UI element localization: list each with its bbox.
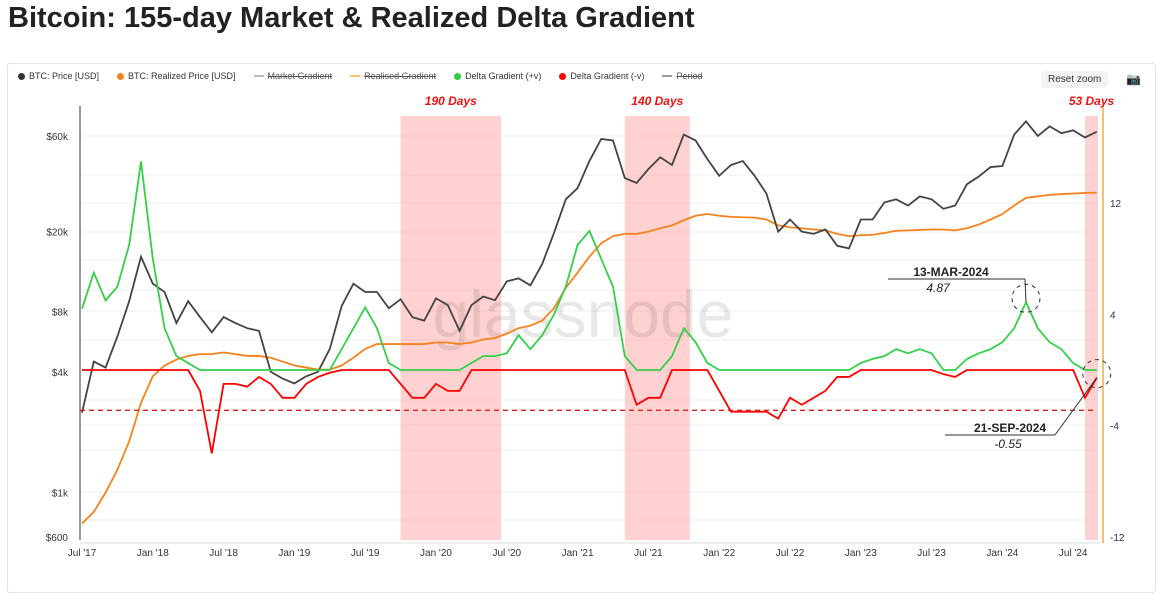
x-tick-label: Jul '19 [351, 548, 380, 559]
y-right-tick-label: 4 [1110, 310, 1116, 321]
x-tick-label: Jan '23 [845, 548, 877, 559]
annotation-value: 4.87 [926, 281, 951, 295]
legend-item[interactable]: BTC: Price [USD] [18, 71, 99, 81]
x-tick-label: Jan '24 [986, 548, 1018, 559]
annotation-leader [1054, 377, 1098, 436]
delta-gradient-positive-line [81, 161, 1097, 371]
x-tick-label: Jul '23 [917, 548, 946, 559]
x-tick-label: Jul '20 [493, 548, 522, 559]
legend: BTC: Price [USD] BTC: Realized Price [USD… [18, 71, 702, 81]
x-tick-label: Jan '18 [137, 548, 169, 559]
period-label: 140 Days [631, 94, 683, 108]
x-tick-label: Jul '22 [776, 548, 805, 559]
period-shade [624, 116, 690, 540]
legend-marker-icon [350, 75, 361, 77]
btc-price-line [81, 119, 1098, 413]
delta-gradient-negative-line [82, 369, 1098, 454]
x-tick-label: Jul '17 [68, 548, 97, 559]
legend-label: Market Gradient [267, 71, 333, 81]
x-tick-label: Jul '18 [209, 548, 238, 559]
annotation-circle [1011, 283, 1041, 313]
legend-item[interactable]: Realised Gradient [350, 71, 436, 81]
legend-item[interactable]: Period [662, 71, 702, 81]
annotation-date: 21-SEP-2024 [974, 421, 1046, 435]
legend-marker-icon [454, 72, 462, 80]
period-shade [1085, 116, 1098, 540]
reset-zoom-button[interactable]: Reset zoom [1041, 71, 1109, 88]
x-tick-label: Jul '21 [634, 548, 663, 559]
y-right-tick-label: -12 [1110, 533, 1125, 544]
y-left-tick-label: $20k [46, 228, 69, 239]
y-left-tick-label: $4k [52, 368, 69, 379]
legend-item[interactable]: Delta Gradient (-v) [559, 71, 644, 81]
y-left-tick-label: $1k [52, 489, 69, 500]
legend-marker-icon [18, 72, 25, 80]
chart-card [7, 63, 1156, 593]
realized-price-line [81, 191, 1097, 525]
legend-item[interactable]: Market Gradient [253, 71, 333, 81]
annotation-circle [1082, 359, 1112, 389]
x-tick-label: Jan '21 [562, 548, 594, 559]
legend-label: BTC: Realized Price [USD] [128, 71, 236, 81]
legend-item[interactable]: BTC: Realized Price [USD] [117, 71, 236, 81]
y-right-tick-label: 12 [1110, 199, 1122, 210]
legend-label: Delta Gradient (+v) [465, 71, 542, 81]
y-left-tick-label: $600 [46, 533, 69, 544]
legend-label: Realised Gradient [364, 71, 437, 81]
y-left-tick-label: $60k [46, 132, 69, 143]
x-tick-label: Jan '22 [703, 548, 735, 559]
period-label: 53 Days [1069, 94, 1115, 108]
annotation-date: 13-MAR-2024 [913, 265, 989, 279]
legend-marker-icon [117, 72, 125, 80]
annotation-value: -0.55 [994, 437, 1022, 451]
x-tick-label: Jan '20 [420, 548, 452, 559]
legend-marker-icon [559, 72, 567, 80]
x-tick-label: Jan '19 [278, 548, 310, 559]
legend-marker-icon [662, 75, 673, 77]
x-tick-label: Jul '24 [1059, 548, 1088, 559]
y-right-tick-label: -4 [1110, 422, 1119, 433]
legend-label: BTC: Price [USD] [29, 71, 100, 81]
camera-icon[interactable]: 📷 [1126, 72, 1141, 86]
page-title: Bitcoin: 155-day Market & Realized Delta… [8, 2, 695, 34]
legend-item[interactable]: Delta Gradient (+v) [454, 71, 541, 81]
legend-label: Delta Gradient (-v) [570, 71, 645, 81]
legend-marker-icon [253, 75, 264, 77]
period-shade [400, 116, 501, 540]
watermark: glassnode [433, 277, 734, 351]
period-label: 190 Days [425, 94, 477, 108]
annotation-leader [1024, 278, 1027, 303]
legend-label: Period [676, 71, 703, 81]
y-left-tick-label: $8k [52, 307, 69, 318]
